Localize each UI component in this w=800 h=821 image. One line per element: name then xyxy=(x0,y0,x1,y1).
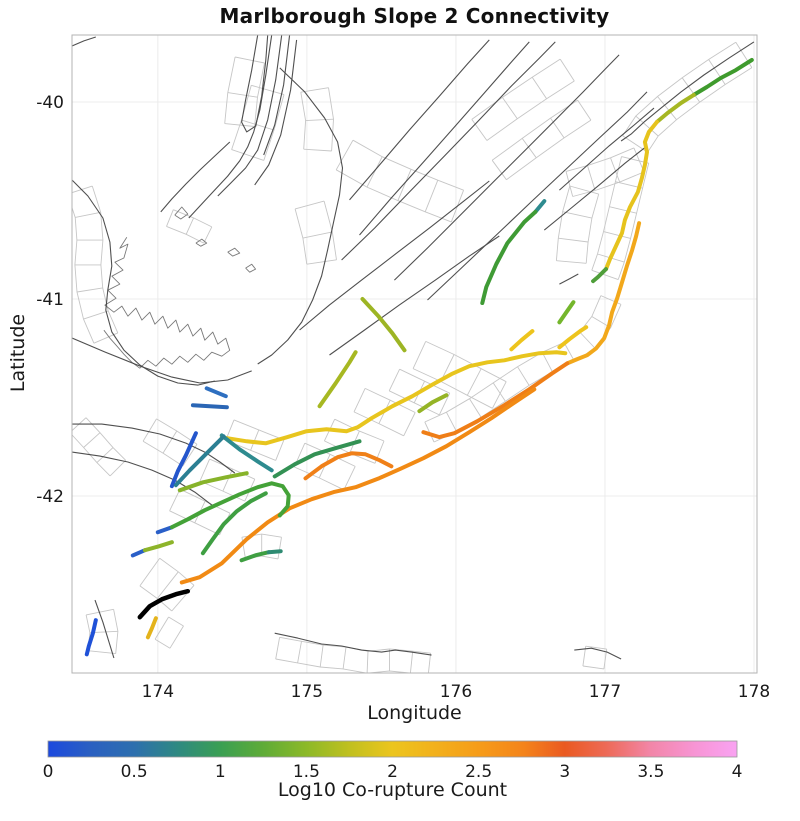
coastline xyxy=(103,206,257,369)
strand-inland-long-orange xyxy=(179,387,537,585)
colorbar: 0 0.5 1 1.5 2 2.5 3 3.5 4 xyxy=(43,740,743,782)
y-tick-label: -42 xyxy=(36,487,64,507)
chart-title: Marlborough Slope 2 Connectivity xyxy=(219,4,610,28)
corupture-strands xyxy=(84,58,754,657)
strand-east-coast-north-yellow xyxy=(604,119,659,272)
strand-south-seagreen-stub xyxy=(266,549,283,555)
strand-olive-stub xyxy=(142,540,174,553)
strand-coast-yellow-stub-b xyxy=(557,325,589,350)
strand-olive-strand xyxy=(177,471,249,493)
map-layers xyxy=(72,35,755,673)
strand-coast-lightgreen-stub xyxy=(557,300,576,325)
x-tick-label: 176 xyxy=(440,682,472,702)
colorbar-tick-label: 2 xyxy=(387,762,398,782)
y-tick-label: -41 xyxy=(36,290,64,310)
colorbar-tick-label: 1.5 xyxy=(293,762,320,782)
strand-central-long-yellow xyxy=(219,350,568,446)
strand-olive-stub-blue-tip xyxy=(130,548,147,558)
strand-teal-descending xyxy=(219,433,274,473)
gridlines xyxy=(72,35,757,673)
strand-blue-diagonal xyxy=(169,431,198,489)
strand-olive-diag-a xyxy=(317,350,358,409)
strand-blue-vertical xyxy=(84,618,98,657)
colorbar-label: Log10 Co-rupture Count xyxy=(277,779,508,801)
colorbar-tick-labels: 0 0.5 1 1.5 2 2.5 3 3.5 4 xyxy=(43,762,743,782)
colorbar-tick-label: 0 xyxy=(43,762,54,782)
y-axis-label: Latitude xyxy=(7,313,29,393)
strand-green-arc-outer xyxy=(169,481,291,530)
strand-south-green-stub xyxy=(239,550,271,563)
plot-border xyxy=(71,34,758,674)
y-tick-label: -40 xyxy=(36,93,64,113)
colorbar-gradient xyxy=(47,740,738,758)
x-tick-label: 175 xyxy=(291,682,323,702)
x-tick-label: 177 xyxy=(589,682,621,702)
map-plot-canvas: 174 175 176 177 178 -40 -41 -42 xyxy=(36,34,770,702)
colorbar-tick-label: 4 xyxy=(732,762,743,782)
colorbar-tick-label: 1 xyxy=(215,762,226,782)
strand-blue-stub-a xyxy=(204,386,228,399)
strand-blue-stub-b xyxy=(190,403,229,410)
fault-traces xyxy=(72,35,755,660)
x-axis-label: Longitude xyxy=(367,702,462,724)
x-tick-label: 174 xyxy=(142,682,174,702)
strand-gold-stub xyxy=(145,616,158,640)
strand-coast-yellow-stub-a xyxy=(509,329,535,352)
strand-kaikoura-orange xyxy=(421,361,570,440)
x-tick-label: 178 xyxy=(738,682,770,702)
strand-olive-stub-c xyxy=(417,393,449,414)
strand-ne-green xyxy=(480,209,538,305)
strand-east-coast-north-yellowgreen xyxy=(655,92,696,124)
strand-black-strand xyxy=(137,588,191,620)
colorbar-tick-label: 3 xyxy=(559,762,570,782)
tick-labels: 174 175 176 177 178 -40 -41 -42 xyxy=(36,93,770,702)
strand-upper-orange-arc xyxy=(303,451,394,481)
strand-forest-green-diagonal xyxy=(272,439,362,479)
strand-teal-diagonal xyxy=(173,434,226,488)
strand-east-coast-north-green xyxy=(691,58,754,97)
strand-east-coast-south-gold xyxy=(565,221,642,366)
colorbar-tick-label: 0.5 xyxy=(121,762,148,782)
strand-east-coast-green-tip xyxy=(591,267,608,284)
strand-olive-diag-b xyxy=(360,297,407,353)
strand-green-arc-blue-tip xyxy=(155,525,174,535)
strand-green-arc-inner xyxy=(200,491,268,556)
colorbar-tick-label: 2.5 xyxy=(465,762,492,782)
colorbar-tick-label: 3.5 xyxy=(637,762,664,782)
fault-polygon-strips xyxy=(72,41,753,673)
strand-ne-teal-top xyxy=(533,199,547,214)
